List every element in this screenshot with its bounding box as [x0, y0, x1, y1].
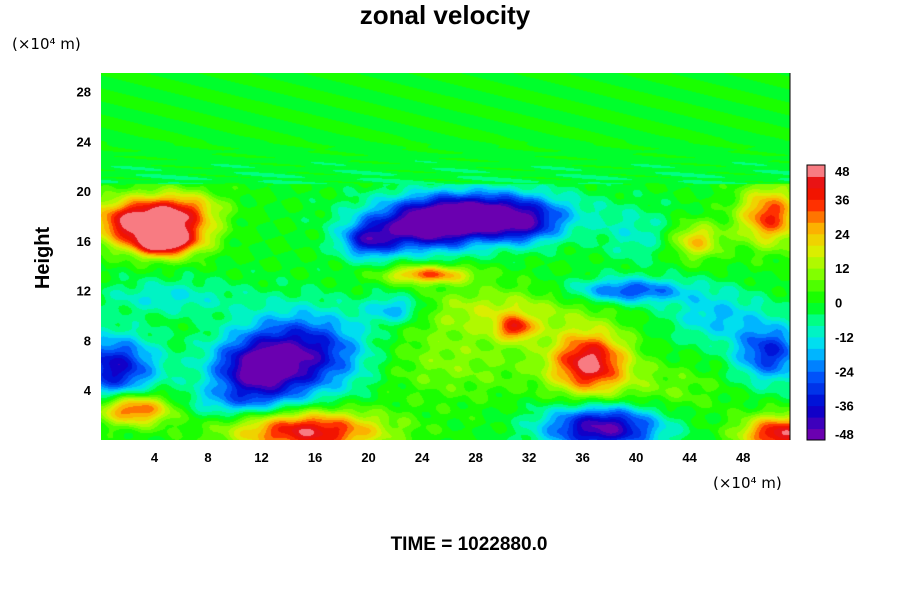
colorbar-swatch: [807, 302, 825, 315]
colorbar-tick-label: 0: [835, 296, 842, 311]
x-tick-label: 12: [254, 450, 268, 465]
colorbar-swatch: [807, 382, 825, 395]
colorbar-swatch: [807, 394, 825, 407]
colorbar-swatch: [807, 199, 825, 212]
x-tick-label: 36: [575, 450, 589, 465]
colorbar-swatch: [807, 268, 825, 281]
y-tick-label: 8: [84, 333, 91, 348]
colorbar-swatch: [807, 405, 825, 418]
x-tick-label: 48: [736, 450, 750, 465]
y-tick-label: 24: [77, 134, 92, 149]
x-unit-label: (×10⁴ m): [713, 474, 782, 492]
colorbar-swatch: [807, 222, 825, 235]
time-label: TIME = 1022880.0: [391, 534, 548, 555]
colorbar-swatch: [807, 245, 825, 258]
colorbar-swatch: [807, 359, 825, 372]
colorbar-tick-label: -36: [835, 399, 854, 414]
colorbar-tick-label: 12: [835, 261, 849, 276]
colorbar-swatch: [807, 417, 825, 430]
colorbar-tick-label: -48: [835, 427, 854, 442]
y-axis-label: Height: [32, 227, 54, 290]
x-tick-label: 20: [361, 450, 375, 465]
y-tick-label: 28: [77, 85, 91, 100]
colorbar-swatch: [807, 336, 825, 349]
y-tick-labels: 4 8 12 16 20 24 28: [77, 85, 92, 399]
colorbar-tick-label: -24: [835, 364, 855, 379]
colorbar-swatch: [807, 291, 825, 303]
colorbar-tick-label: 36: [835, 192, 849, 207]
colorbar-swatch: [807, 187, 825, 200]
chart-title: zonal velocity: [360, 0, 531, 30]
x-tick-label: 24: [415, 450, 430, 465]
colorbar-swatch: [807, 233, 825, 246]
colorbar-swatch: [807, 176, 825, 189]
heatmap-field-wrap: [101, 73, 790, 440]
y-unit-label: (×10⁴ m): [12, 35, 81, 53]
colorbar-tick-labels: 48 36 24 12 0 -12 -24 -36 -48: [835, 164, 855, 442]
y-tick-label: 12: [77, 284, 91, 299]
x-tick-label: 16: [308, 450, 322, 465]
heatmap-field: [101, 73, 790, 440]
colorbar-swatch: [807, 279, 825, 292]
x-tick-label: 40: [629, 450, 643, 465]
y-tick-label: 16: [77, 234, 91, 249]
x-tick-label: 4: [151, 450, 159, 465]
y-tick-label: 20: [77, 184, 91, 199]
colorbar-frame: [806, 164, 826, 441]
x-tick-label: 44: [682, 450, 697, 465]
colorbar: [806, 164, 826, 441]
colorbar-swatch: [807, 256, 825, 269]
colorbar-tick-label: 24: [835, 227, 850, 242]
colorbar-swatch: [807, 325, 825, 338]
colorbar-swatch: [807, 165, 825, 177]
colorbar-tick-label: 48: [835, 164, 849, 179]
colorbar-swatch: [807, 313, 825, 326]
colorbar-swatch: [807, 210, 825, 223]
x-tick-label: 28: [468, 450, 482, 465]
colorbar-tick-label: -12: [835, 330, 854, 345]
colorbar-swatch: [807, 371, 825, 384]
colorbar-swatch: [807, 428, 825, 441]
colorbar-swatch: [807, 348, 825, 361]
y-tick-label: 4: [84, 383, 92, 398]
x-tick-labels: 4 8 12 16 20 24 28 32 36 40 44 48: [151, 450, 751, 465]
x-tick-label: 32: [522, 450, 536, 465]
x-tick-label: 8: [204, 450, 211, 465]
